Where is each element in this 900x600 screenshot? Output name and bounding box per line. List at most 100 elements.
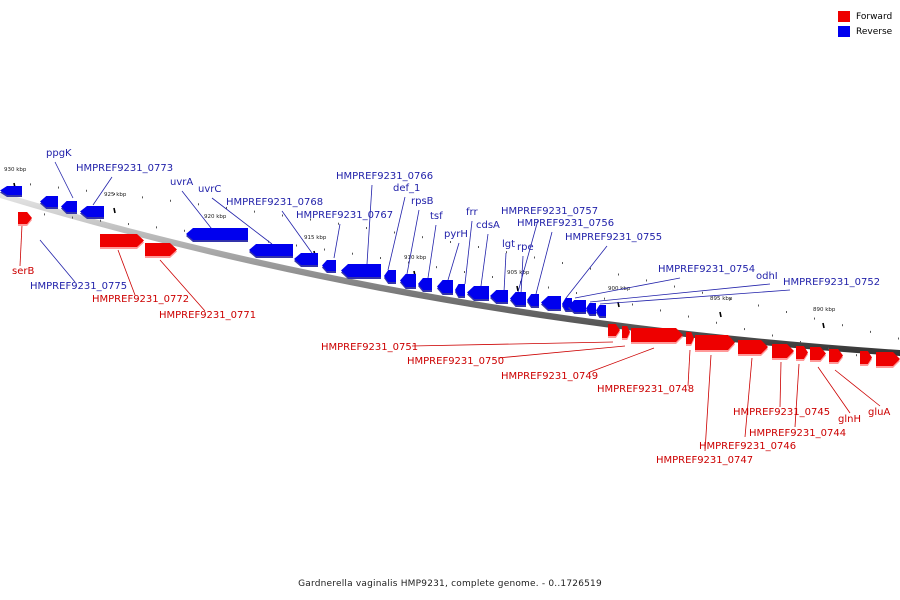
gene-label-rpe: rpe bbox=[517, 242, 534, 253]
gene-label-hmpref9231-0755: HMPREF9231_0755 bbox=[565, 232, 662, 243]
minor-tick bbox=[338, 222, 339, 225]
gene-arrow-forward bbox=[145, 243, 177, 256]
gene-arrow-forward bbox=[876, 352, 900, 366]
minor-tick bbox=[58, 186, 59, 189]
gene-label-hmpref9231-0768: HMPREF9231_0768 bbox=[226, 197, 323, 208]
minor-tick bbox=[548, 286, 549, 289]
minor-tick bbox=[282, 214, 283, 217]
leader-line-lgt bbox=[503, 252, 507, 293]
leader-line-odhi bbox=[589, 283, 771, 303]
minor-tick bbox=[30, 183, 31, 186]
gene-arrow-reverse bbox=[341, 264, 381, 277]
minor-tick bbox=[184, 229, 185, 232]
leader-line-glnh bbox=[817, 366, 851, 414]
gene-arrow-reverse bbox=[455, 284, 465, 296]
leader-line-hmpref9231-0746 bbox=[744, 357, 753, 438]
leader-line-hmpref9231-0768 bbox=[281, 210, 313, 254]
forward-swatch bbox=[838, 11, 850, 22]
gene-label-tsf: tsf bbox=[430, 211, 443, 222]
tick-label: 905 kbp bbox=[507, 270, 530, 276]
minor-tick bbox=[632, 303, 633, 306]
tick-mark bbox=[113, 207, 116, 214]
leader-line-hmpref9231-0766 bbox=[366, 184, 373, 265]
leader-line-rpsb bbox=[406, 209, 420, 275]
minor-tick bbox=[450, 241, 451, 243]
gene-arrow-forward bbox=[686, 332, 694, 344]
gene-label-hmpref9231-0749: HMPREF9231_0749 bbox=[501, 371, 598, 382]
leader-line-hmpref9231-0752 bbox=[599, 289, 791, 305]
tick-label: 930 kbp bbox=[4, 167, 27, 173]
leader-line-hmpref9231-0749 bbox=[589, 347, 655, 373]
gene-label-ppgk: ppgK bbox=[46, 148, 72, 159]
label-layer: ppgK HMPREF9231_0773 HMPREF9231_0775 uvrA uv… bbox=[12, 148, 890, 466]
minor-tick bbox=[380, 257, 381, 260]
gene-label-hmpref9231-0766: HMPREF9231_0766 bbox=[336, 171, 433, 182]
minor-tick bbox=[646, 279, 647, 282]
tick-label: 920 kbp bbox=[204, 214, 227, 220]
legend-forward: Forward bbox=[838, 9, 892, 24]
leader-line-glua bbox=[834, 369, 881, 407]
gene-label-hmpref9231-0746: HMPREF9231_0746 bbox=[699, 441, 796, 452]
leader-line-ppgk bbox=[54, 161, 74, 199]
leader-line-hmpref9231-0754 bbox=[574, 277, 681, 299]
minor-tick bbox=[506, 251, 507, 254]
gene-arrow-reverse bbox=[510, 292, 526, 305]
legend: Forward Reverse bbox=[838, 9, 892, 39]
gene-arrow-forward bbox=[810, 347, 826, 360]
minor-tick bbox=[828, 347, 829, 350]
gene-arrow-reverse bbox=[568, 300, 586, 312]
genome-caption: Gardnerella vaginalis HMP9231, complete … bbox=[298, 579, 602, 589]
minor-tick bbox=[562, 262, 563, 265]
minor-tick bbox=[534, 256, 535, 259]
minor-tick bbox=[492, 276, 493, 279]
leader-line-hmpref9231-0767 bbox=[333, 223, 341, 259]
minor-tick bbox=[842, 324, 843, 327]
gene-arrow-forward bbox=[796, 346, 808, 359]
gene-label-hmpref9231-0747: HMPREF9231_0747 bbox=[656, 455, 753, 466]
gene-arrow-reverse bbox=[596, 305, 606, 316]
minor-tick bbox=[100, 219, 101, 222]
gene-label-hmpref9231-0757: HMPREF9231_0757 bbox=[501, 206, 598, 217]
minor-tick bbox=[128, 223, 129, 226]
gene-label-hmpref9231-0772: HMPREF9231_0772 bbox=[92, 294, 189, 305]
gene-label-uvrc: uvrC bbox=[198, 184, 221, 195]
gene-arrow-reverse bbox=[541, 296, 561, 309]
leader-line-hmpref9231-0773 bbox=[92, 176, 113, 206]
minor-tick bbox=[394, 231, 395, 234]
gene-arrow-reverse bbox=[527, 294, 539, 306]
minor-tick bbox=[422, 236, 423, 239]
gene-label-hmpref9231-0767: HMPREF9231_0767 bbox=[296, 210, 393, 221]
legend-reverse: Reverse bbox=[838, 24, 892, 39]
gene-label-rpsb: rpsB bbox=[411, 196, 434, 207]
gene-label-hmpref9231-0773: HMPREF9231_0773 bbox=[76, 163, 173, 174]
minor-tick bbox=[72, 216, 73, 219]
gene-arrow-reverse bbox=[490, 290, 508, 302]
gene-arrow-reverse bbox=[80, 206, 104, 217]
leader-line-hmpref9231-0745 bbox=[779, 361, 782, 408]
minor-tick bbox=[744, 328, 745, 331]
gene-label-glnh: glnH bbox=[838, 414, 861, 425]
minor-tick bbox=[436, 266, 437, 269]
tick-label: 915 kbp bbox=[304, 235, 327, 241]
tick-label: 910 kbp bbox=[404, 255, 427, 261]
gene-arrow-reverse bbox=[0, 186, 22, 195]
leader-line-serb bbox=[19, 224, 23, 267]
minor-tick bbox=[170, 199, 171, 202]
minor-tick bbox=[688, 315, 689, 318]
legend-forward-label: Forward bbox=[856, 11, 893, 22]
gene-arrow-reverse bbox=[384, 270, 396, 282]
gene-arrow-forward bbox=[695, 335, 735, 350]
gene-arrow-reverse bbox=[186, 228, 248, 240]
leader-line-hmpref9231-0748 bbox=[687, 349, 691, 387]
gene-arrow-forward bbox=[622, 326, 630, 338]
gene-label-hmpref9231-0754: HMPREF9231_0754 bbox=[658, 264, 755, 275]
gene-arrow-reverse bbox=[294, 253, 318, 265]
minor-tick bbox=[44, 213, 45, 216]
gene-label-hmpref9231-0752: HMPREF9231_0752 bbox=[783, 277, 880, 288]
leader-line-hmpref9231-0751 bbox=[411, 341, 614, 347]
minor-tick bbox=[296, 244, 297, 247]
minor-tick bbox=[702, 291, 703, 294]
gene-label-def-1: def_1 bbox=[393, 183, 420, 194]
minor-tick bbox=[870, 330, 871, 333]
leader-line-rpe bbox=[520, 255, 524, 295]
